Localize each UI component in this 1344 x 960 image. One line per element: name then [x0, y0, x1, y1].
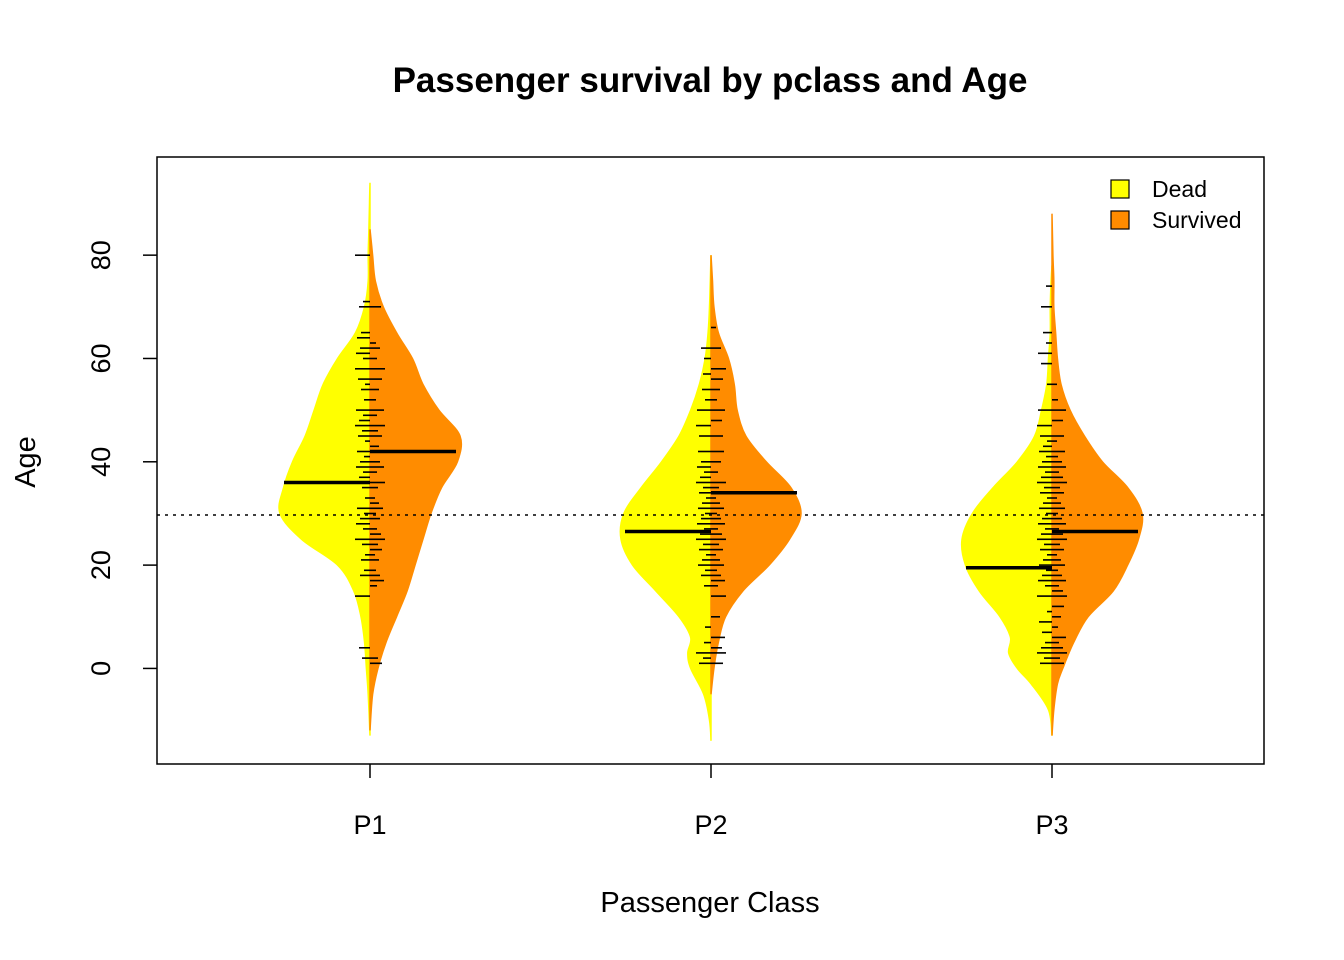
y-tick-label: 80 [86, 240, 116, 270]
violin-survived-p2 [710, 255, 802, 695]
violin-survived-p3 [1051, 213, 1144, 736]
y-tick-label: 40 [86, 447, 116, 477]
violin-dead-p2 [619, 255, 712, 741]
axes: 0 20 40 60 80 P1 P2 P3 [86, 240, 1069, 840]
x-tick-label: P2 [694, 810, 727, 840]
y-axis-label: Age [10, 436, 42, 488]
plot-area [157, 182, 1264, 741]
legend-swatch-survived [1110, 210, 1130, 230]
chart-title: Passenger survival by pclass and Age [393, 61, 1028, 100]
y-tick-label: 20 [86, 550, 116, 580]
violin-dead-p1 [278, 182, 371, 736]
x-tick-label: P3 [1035, 810, 1068, 840]
legend-swatch-dead [1110, 179, 1130, 199]
x-tick-label: P1 [353, 810, 386, 840]
y-tick-label: 0 [86, 661, 116, 676]
y-tick-label: 60 [86, 343, 116, 373]
violin-survived-p1 [369, 229, 463, 731]
violin-dead-p3 [960, 265, 1053, 736]
legend: Dead Survived [1110, 176, 1241, 233]
legend-label-dead: Dead [1152, 176, 1207, 202]
x-axis-label: Passenger Class [600, 887, 819, 919]
legend-label-survived: Survived [1152, 207, 1241, 233]
